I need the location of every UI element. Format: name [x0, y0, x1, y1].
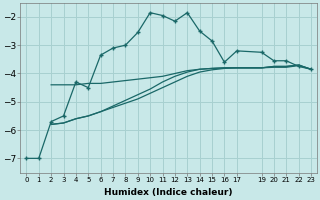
X-axis label: Humidex (Indice chaleur): Humidex (Indice chaleur)	[104, 188, 233, 197]
